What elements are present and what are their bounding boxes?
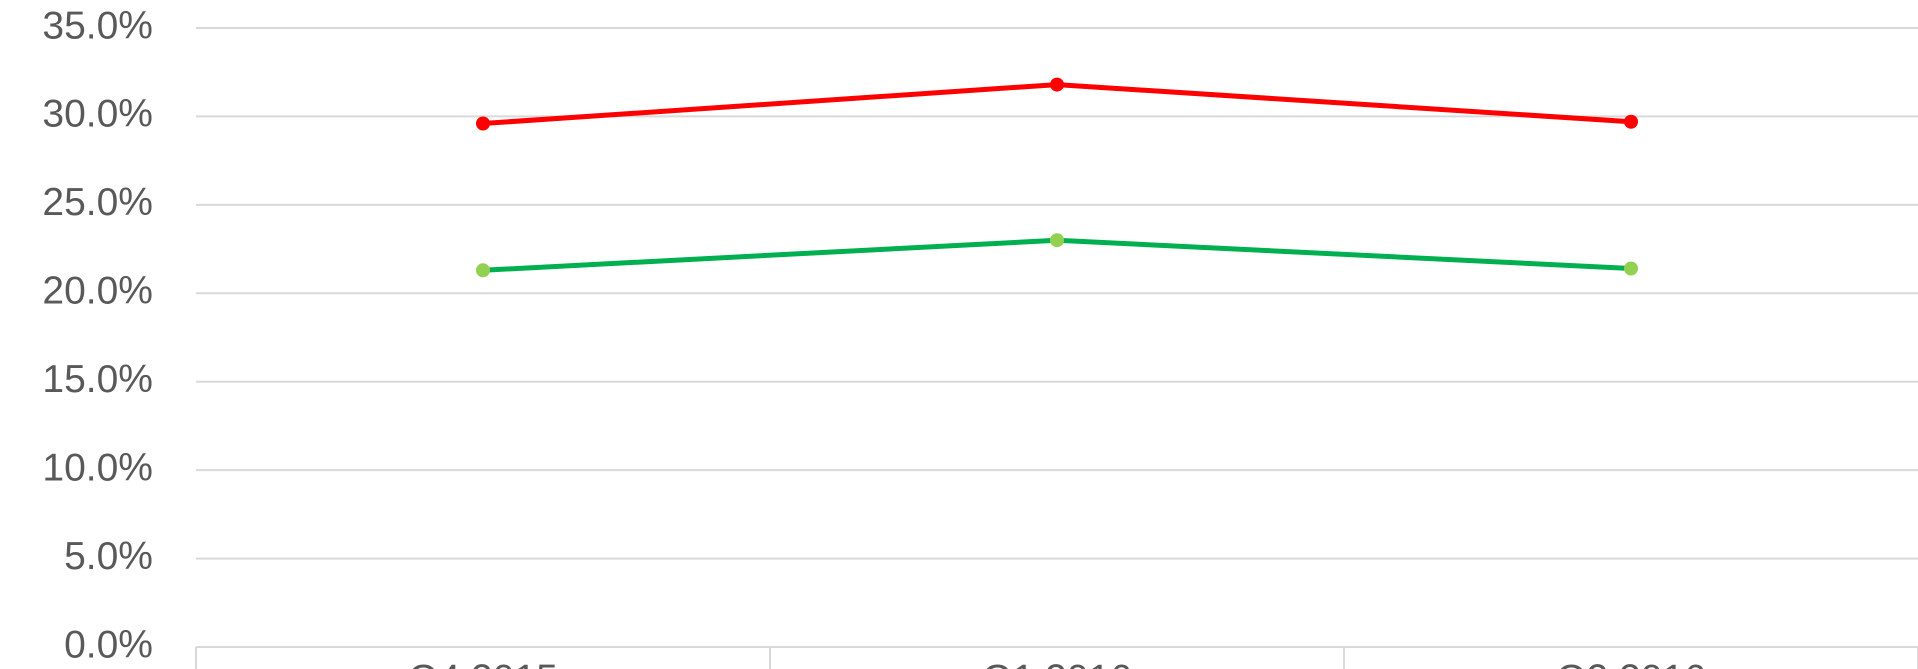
marker xyxy=(476,116,490,131)
y-tick-label: 0.0% xyxy=(64,623,153,666)
y-tick-label: 30.0% xyxy=(42,93,153,136)
marker xyxy=(1624,261,1638,276)
marker xyxy=(1050,233,1064,248)
y-tick-label: 20.0% xyxy=(42,270,153,313)
marker xyxy=(1624,114,1638,129)
y-tick-label: 15.0% xyxy=(42,358,153,401)
marker xyxy=(1050,77,1064,92)
y-tick-label: 35.0% xyxy=(42,4,153,47)
x-tick-label: Q2 2016 xyxy=(1556,657,1706,669)
y-tick-label: 10.0% xyxy=(42,446,153,489)
y-tick-label: 5.0% xyxy=(64,535,153,578)
x-tick-label: Q4 2015 xyxy=(408,657,558,669)
y-tick-label: 25.0% xyxy=(42,181,153,224)
x-tick-label: Q1 2016 xyxy=(982,657,1132,669)
marker xyxy=(476,263,490,278)
